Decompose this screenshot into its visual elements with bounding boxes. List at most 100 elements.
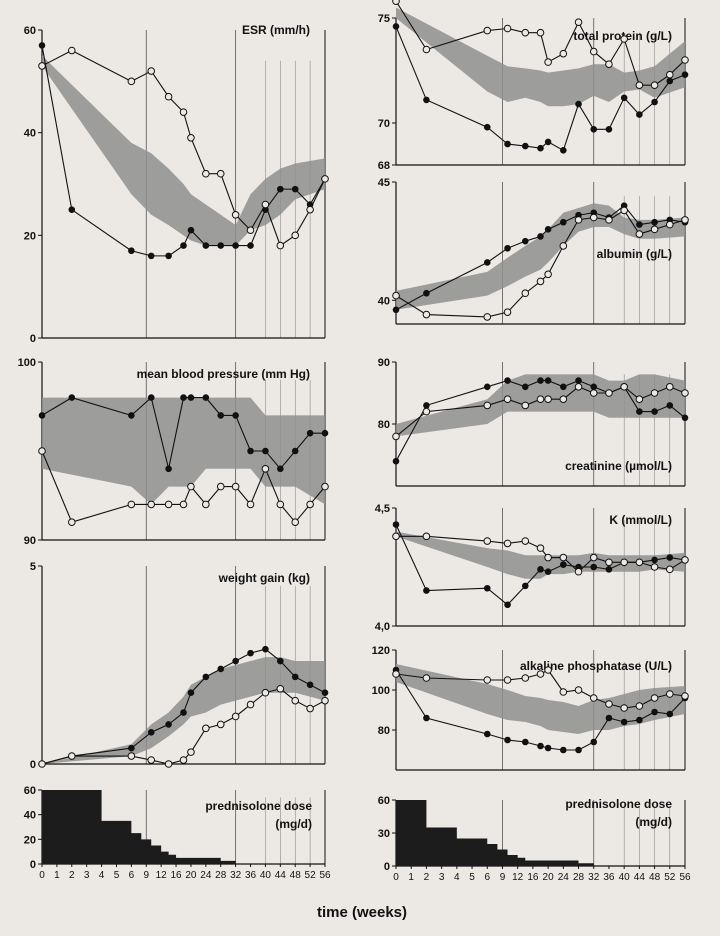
series-line-filled [395, 26, 686, 152]
data-point-open [179, 756, 188, 764]
data-point-open [605, 216, 613, 224]
y-tick-label: 30 [378, 828, 390, 840]
x-tick-label: 44 [275, 870, 287, 881]
x-tick-label: 56 [679, 872, 691, 883]
data-point-filled [165, 465, 172, 473]
data-point-filled [165, 721, 172, 728]
x-tick-label: 40 [619, 872, 631, 883]
data-point-filled [232, 242, 239, 249]
data-point-filled [666, 554, 674, 561]
data-point-open [589, 47, 598, 56]
data-point-open [503, 676, 512, 684]
data-point-open [127, 752, 136, 760]
data-point-filled [38, 42, 46, 49]
data-point-open [665, 690, 674, 698]
data-point-open [231, 712, 240, 721]
data-point-filled [180, 709, 187, 716]
data-point-open [521, 401, 530, 410]
data-point-open [483, 401, 492, 410]
data-point-filled [392, 23, 400, 30]
data-point-filled [504, 601, 511, 609]
data-point-filled [247, 447, 254, 455]
data-point-filled [521, 237, 529, 245]
data-point-open [544, 666, 552, 674]
data-point-filled [636, 111, 643, 118]
series-line-open [395, 669, 686, 709]
data-point-open [216, 169, 225, 178]
x-tick-label: 6 [129, 870, 135, 881]
data-point-open [635, 81, 644, 89]
data-point-filled [483, 259, 491, 266]
data-point-open [483, 313, 492, 321]
panel-title: K (mmol/L) [609, 513, 672, 527]
data-point-filled [423, 289, 430, 297]
data-point-open [503, 539, 512, 548]
data-point-filled [681, 414, 689, 422]
data-point-open [536, 395, 545, 404]
data-point-open [276, 500, 285, 509]
data-point-open [67, 46, 76, 55]
data-point-filled [423, 587, 430, 594]
data-point-filled [277, 185, 284, 193]
data-point-open [67, 518, 76, 527]
data-point-filled [483, 383, 491, 391]
reference-band [396, 374, 685, 437]
x-tick-label: 9 [143, 870, 149, 881]
data-point-filled [392, 521, 400, 528]
data-point-open [187, 482, 195, 491]
y-tick-label: 90 [378, 357, 390, 369]
y-tick-label: 5 [30, 561, 36, 573]
x-tick-label: 44 [634, 872, 646, 883]
data-point-filled [544, 744, 552, 752]
data-point-open [392, 291, 400, 300]
data-point-open [392, 532, 400, 541]
x-tick-label: 32 [588, 872, 600, 883]
data-point-filled [187, 394, 195, 401]
panel-creatinine: 80 90 creatinine (µmol/L) [378, 357, 689, 487]
y-tick-label: 80 [378, 725, 390, 737]
data-point-filled [575, 100, 582, 108]
data-point-open [38, 62, 46, 70]
data-point-open [306, 704, 314, 713]
data-point-open [422, 532, 431, 541]
panel-title: prednisolone dose [205, 799, 312, 813]
data-point-filled [68, 206, 76, 213]
series-line-open [395, 386, 686, 437]
y-tick-label: 75 [378, 13, 390, 25]
data-point-filled [605, 714, 613, 722]
panel-title: mean blood pressure (mm Hg) [137, 367, 310, 381]
x-tick-label: 32 [230, 870, 242, 881]
data-point-open [202, 724, 210, 733]
series-line-filled [395, 380, 686, 462]
data-point-open [291, 518, 300, 527]
data-point-open [620, 704, 628, 712]
data-point-open [321, 175, 329, 183]
data-point-filled [590, 738, 598, 746]
reference-band [396, 203, 685, 310]
data-point-open [291, 231, 300, 240]
data-point-open [544, 553, 552, 562]
data-point-open [536, 670, 545, 678]
data-point-filled [605, 566, 613, 573]
data-point-open [665, 565, 674, 574]
data-point-open [635, 558, 644, 567]
panel-title: prednisolone dose [565, 797, 672, 811]
data-point-filled [147, 394, 155, 401]
data-point-open [231, 482, 240, 491]
series-line-open [41, 450, 326, 524]
data-point-open [147, 500, 156, 509]
data-point-filled [306, 681, 314, 689]
data-point-filled [575, 377, 582, 384]
dose-area [396, 800, 594, 866]
panel-title: creatinine (µmol/L) [565, 459, 672, 473]
y-tick-label: 120 [372, 645, 390, 657]
x-tick-label: 0 [393, 872, 399, 883]
data-point-open [276, 684, 285, 693]
data-point-filled [504, 377, 511, 384]
x-tick-label: 2 [69, 870, 75, 881]
data-point-filled [483, 123, 491, 131]
x-tick-label: 36 [603, 872, 615, 883]
data-point-filled [620, 718, 628, 726]
x-tick-label: 1 [408, 872, 414, 883]
